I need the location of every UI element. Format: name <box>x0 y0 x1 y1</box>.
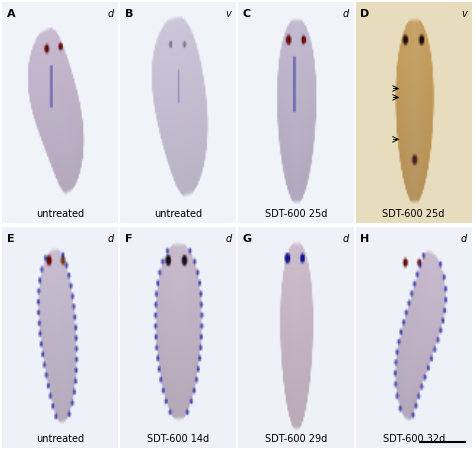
Text: v: v <box>226 9 231 19</box>
Text: d: d <box>461 234 467 244</box>
Text: SDT-600 29d: SDT-600 29d <box>265 434 327 444</box>
Text: F: F <box>125 234 132 244</box>
Text: d: d <box>225 234 231 244</box>
Text: untreated: untreated <box>36 434 84 444</box>
Text: H: H <box>360 234 370 244</box>
Text: d: d <box>108 234 114 244</box>
Text: SDT-600 25d: SDT-600 25d <box>383 209 445 219</box>
Text: untreated: untreated <box>36 209 84 219</box>
Text: B: B <box>125 9 133 19</box>
Text: untreated: untreated <box>154 209 202 219</box>
Text: d: d <box>343 9 349 19</box>
Text: d: d <box>343 234 349 244</box>
Text: D: D <box>360 9 370 19</box>
Text: E: E <box>7 234 15 244</box>
Text: d: d <box>108 9 114 19</box>
Text: SDT-600 32d: SDT-600 32d <box>383 434 445 444</box>
Text: A: A <box>7 9 16 19</box>
Text: G: G <box>243 234 252 244</box>
Text: v: v <box>461 9 467 19</box>
Text: SDT-600 25d: SDT-600 25d <box>264 209 327 219</box>
Text: C: C <box>243 9 251 19</box>
Text: SDT-600 14d: SDT-600 14d <box>147 434 209 444</box>
